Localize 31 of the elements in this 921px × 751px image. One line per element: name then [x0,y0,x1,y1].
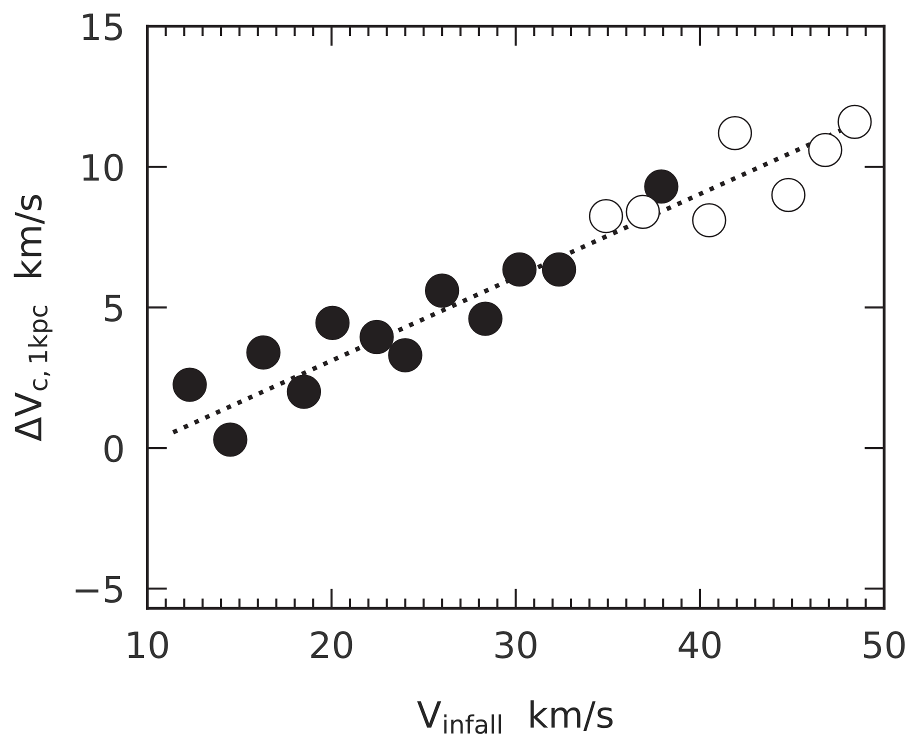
point [838,104,872,140]
point [286,374,322,409]
x-tick-label: 20 [311,631,352,658]
point [424,273,460,308]
point [808,132,842,168]
point [718,116,752,150]
x-tick-label: 30 [496,631,536,658]
point [213,422,248,457]
y-tick-label: 5 [104,294,122,322]
y-tick-label: 10 [83,154,123,182]
x-axis-title: V$_{infall}$ km/s [417,700,613,734]
point [388,338,422,372]
y-tick-label: 0 [104,434,123,462]
point [246,335,281,370]
point [315,306,350,340]
point [692,203,726,238]
y-tick-label: 15 [83,14,122,41]
point [542,252,576,287]
point [468,302,502,336]
x-tick-label: 40 [678,631,721,658]
y-tick-label: −5 [76,576,122,603]
point [626,194,660,229]
x-tick-label: 10 [128,631,168,658]
x-tick-label: 50 [864,631,905,658]
point [172,368,207,402]
point [588,198,624,234]
point [502,252,537,287]
point [644,169,678,204]
point [771,178,806,212]
y-axis-title: ΔV$_{c,1kpc}$ km/s [14,194,52,442]
point [360,320,394,354]
